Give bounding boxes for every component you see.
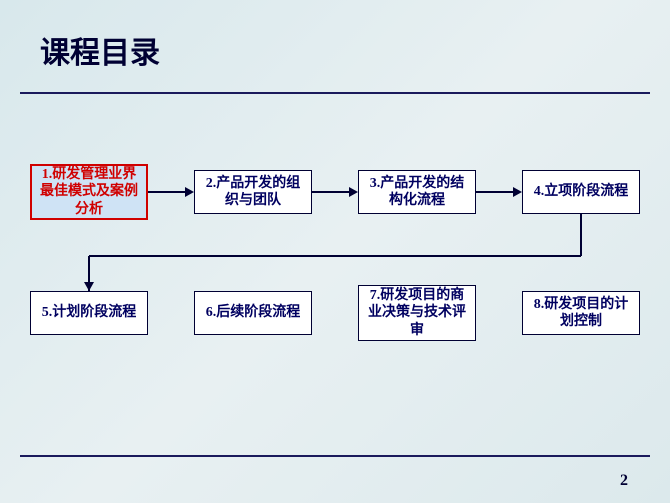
- divider-bottom: [20, 455, 650, 457]
- flow-edge-n1-n2: [148, 191, 186, 193]
- flow-arrowhead-n2-n3: [349, 187, 358, 197]
- flow-edge-n4-n5-seg0: [580, 214, 582, 256]
- divider-top: [20, 92, 650, 94]
- flow-arrowhead-n3-n4: [513, 187, 522, 197]
- flow-edge-n2-n3: [312, 191, 350, 193]
- page-title: 课程目录: [40, 28, 160, 72]
- flow-node-n3: 3.产品开发的结构化流程: [358, 170, 476, 214]
- flow-node-n6: 6.后续阶段流程: [194, 291, 312, 335]
- flow-node-n5: 5.计划阶段流程: [30, 291, 148, 335]
- flow-node-n1: 1.研发管理业界最佳模式及案例分析: [30, 164, 148, 220]
- flow-node-n4: 4.立项阶段流程: [522, 170, 640, 214]
- flow-edge-n4-n5-seg1: [89, 255, 581, 257]
- flow-node-n7: 7.研发项目的商业决策与技术评审: [358, 285, 476, 341]
- page-number: 2: [620, 472, 628, 490]
- flow-edge-n3-n4: [476, 191, 514, 193]
- flow-node-n8: 8.研发项目的计划控制: [522, 291, 640, 335]
- flow-arrowhead-n4-n5: [84, 282, 94, 291]
- flow-node-n2: 2.产品开发的组织与团队: [194, 170, 312, 214]
- flow-arrowhead-n1-n2: [185, 187, 194, 197]
